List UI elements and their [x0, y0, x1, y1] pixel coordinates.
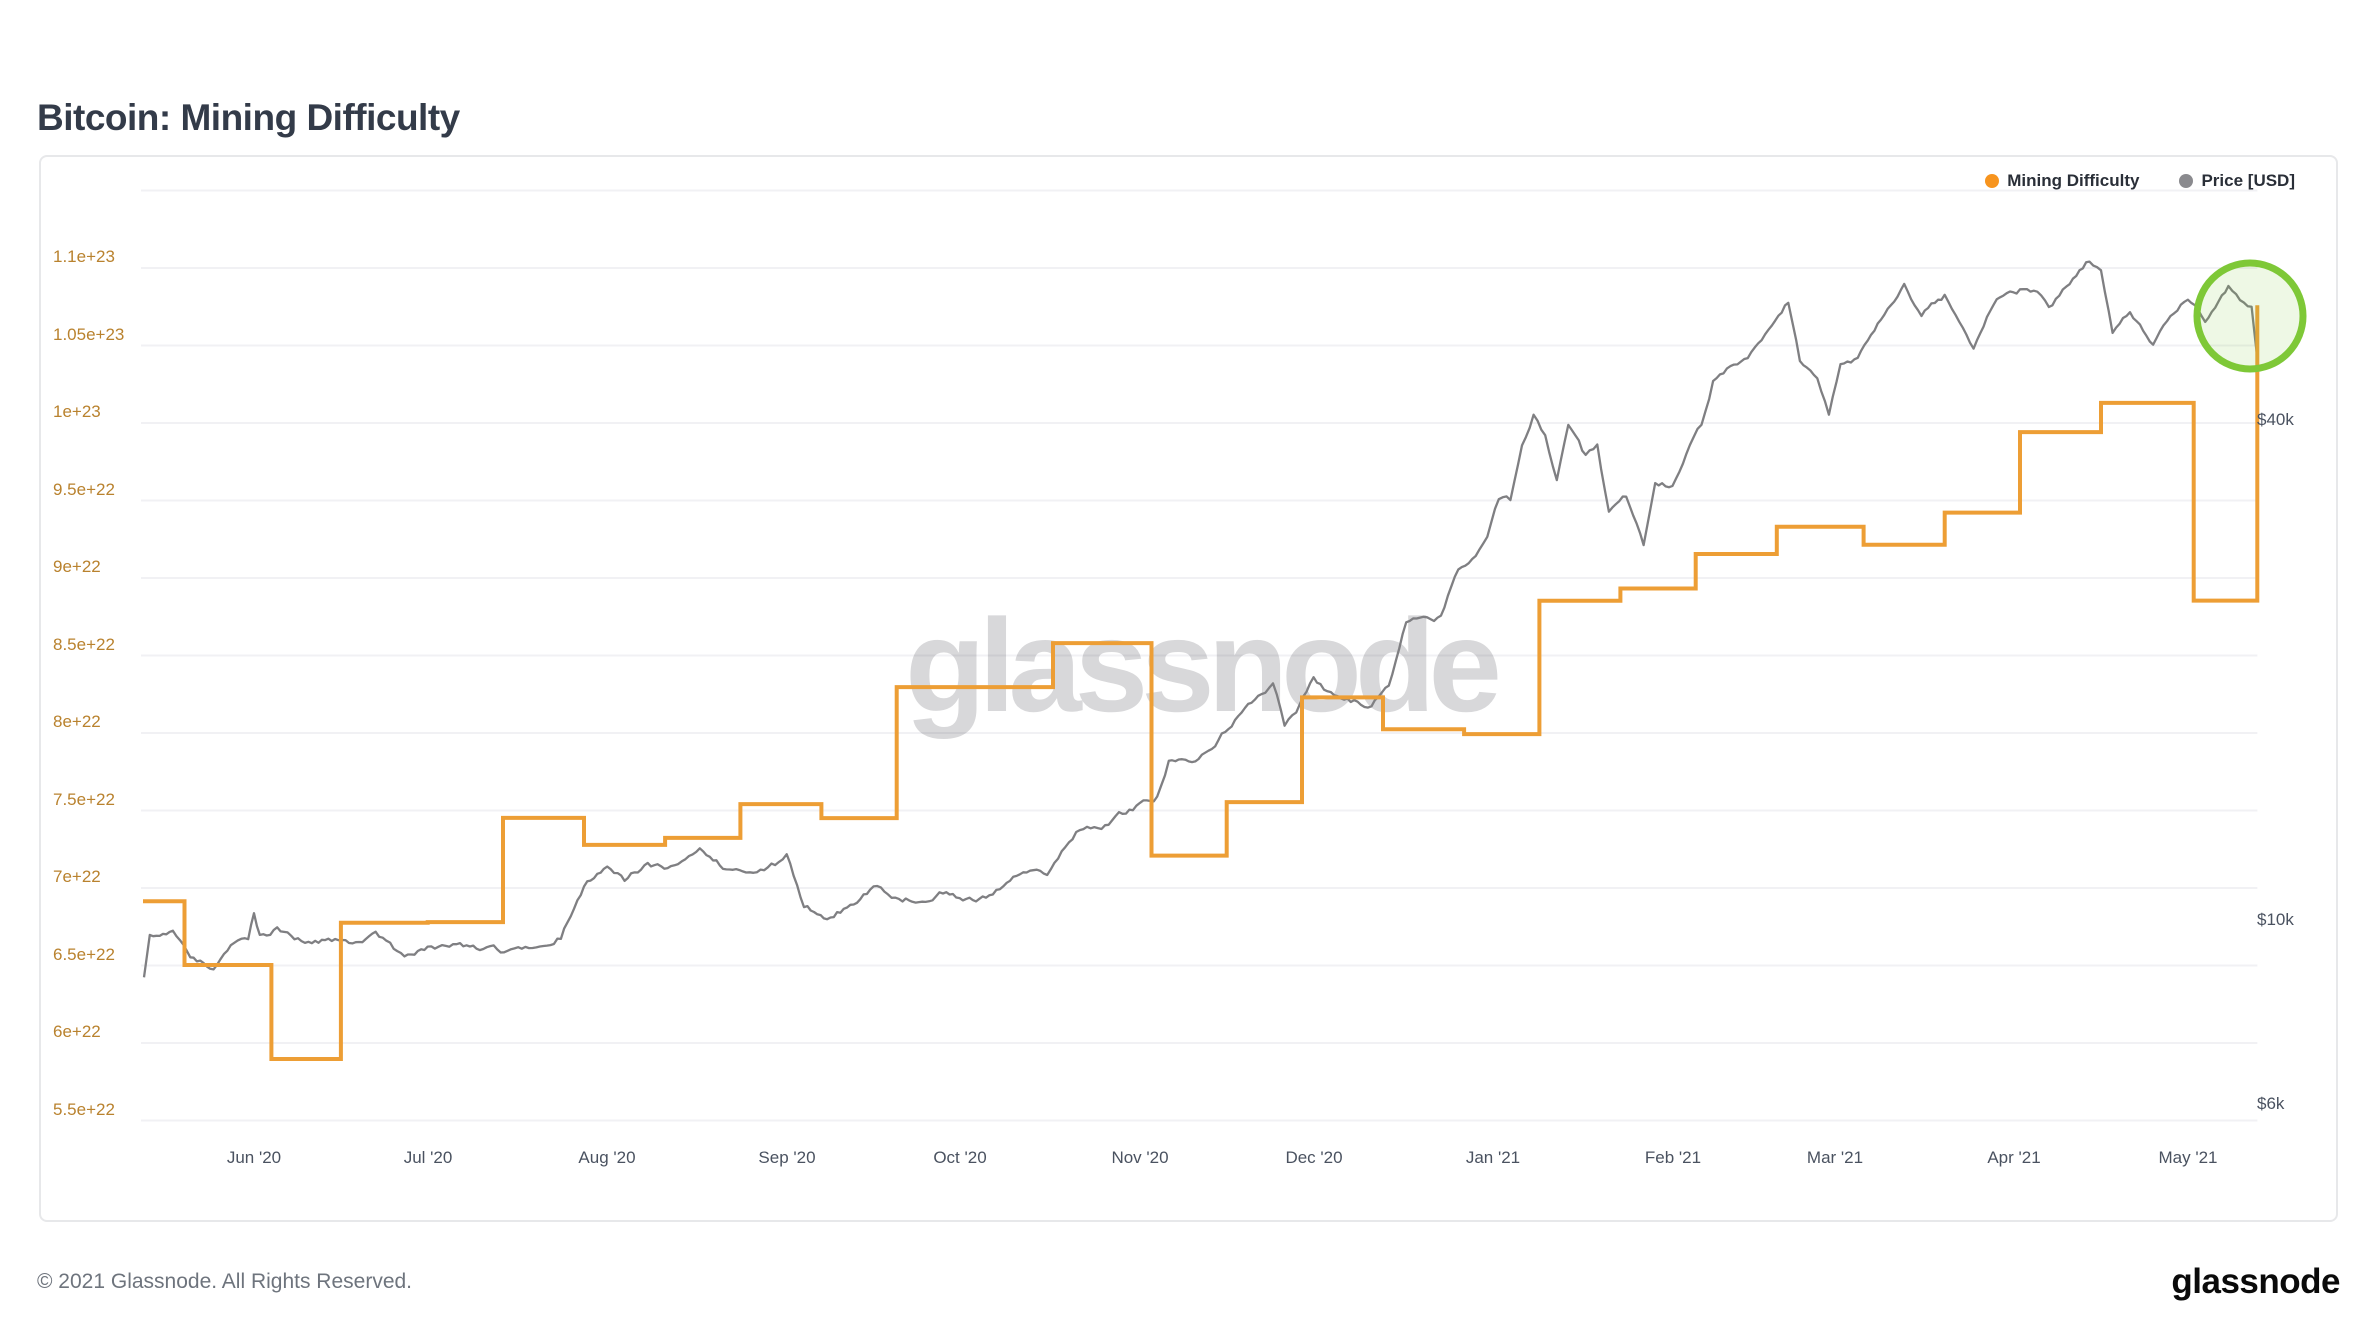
- legend-item-price-usd[interactable]: Price [USD]: [2179, 171, 2295, 191]
- legend-item-mining-difficulty[interactable]: Mining Difficulty: [1985, 171, 2139, 191]
- price-usd-legend-dot-icon: [2179, 174, 2194, 188]
- glassnode-watermark: glassnode: [905, 592, 1502, 739]
- mining-difficulty-legend-label: Mining Difficulty: [2007, 171, 2140, 190]
- glassnode-logo: glassnode: [2171, 1262, 2340, 1301]
- mining-difficulty-legend-dot-icon: [1985, 174, 2000, 188]
- copyright-text: © 2021 Glassnode. All Rights Reserved.: [37, 1270, 413, 1293]
- page-title: Bitcoin: Mining Difficulty: [37, 96, 460, 138]
- chart-legend: Mining Difficulty Price [USD]: [1985, 171, 2295, 191]
- price-usd-legend-label: Price [USD]: [2201, 171, 2295, 190]
